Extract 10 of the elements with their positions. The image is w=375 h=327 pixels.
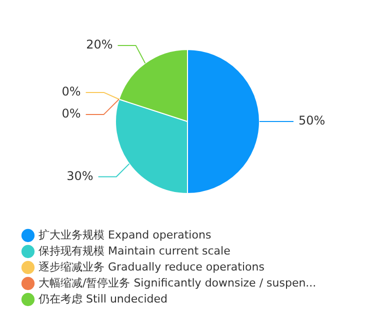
legend-label: 大幅缩减/暂停业务 Significantly downsize / suspen...: [38, 276, 316, 290]
data-label: 20%: [86, 38, 113, 52]
text: 0%: [62, 106, 81, 121]
text: 0%: [62, 84, 81, 99]
legend-label: 逐步缩减业务 Gradually reduce operations: [38, 260, 265, 274]
legend-label: 保持现有规模 Maintain current scale: [38, 244, 231, 258]
data-label: 30%: [66, 168, 94, 183]
legend-label: 扩大业务规模 Expand operations: [38, 228, 212, 242]
legend-label: 仍在考虑 Still undecided: [38, 292, 168, 306]
data-label: 50%: [298, 114, 326, 128]
